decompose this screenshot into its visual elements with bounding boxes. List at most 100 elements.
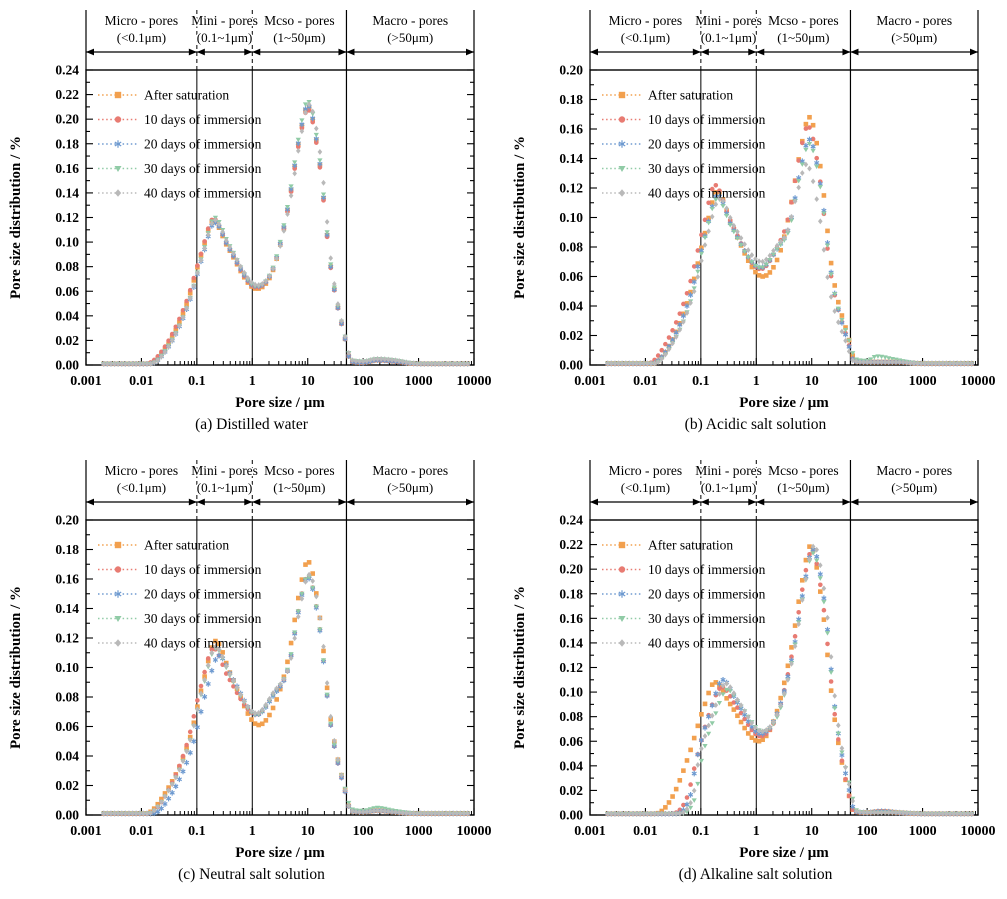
legend-label: 10 days of immersion (648, 562, 766, 577)
y-tick-label: 0.10 (55, 235, 79, 250)
panel-a: Micro - pores (<0.1μm) Mini - pores (0.1~1μ… (0, 0, 503, 449)
chart-d: Micro - pores (<0.1μm) Mini - pores (0.1~1μ… (512, 460, 996, 861)
y-tick-label: 0.22 (55, 87, 79, 102)
x-tick-label: 1 (249, 824, 256, 839)
y-tick-label: 0.00 (55, 808, 79, 823)
plot-d: Micro - pores (<0.1μm) Mini - pores (0.1~1μ… (512, 460, 996, 861)
x-tick-label: 0.001 (70, 374, 102, 389)
y-tick-label: 0.20 (55, 112, 79, 127)
y-tick-label: 0.06 (559, 269, 583, 284)
x-tick-label: 0.001 (70, 824, 102, 839)
legend-label: 20 days of immersion (648, 587, 766, 602)
pore-zone-annotation: Micro - pores (<0.1μm) Mini - pores (0.1~1μ… (589, 460, 979, 815)
legend-label: 40 days of immersion (648, 636, 766, 651)
x-tick-label: 10000 (961, 824, 996, 839)
caption-b: (b) Acidic salt solution (684, 416, 827, 433)
y-tick-label: 0.20 (559, 63, 583, 78)
y-tick-label: 0.08 (55, 259, 79, 274)
x-tick-label: 1 (249, 374, 256, 389)
x-tick-label: 10 (805, 824, 819, 839)
y-tick-label: 0.12 (55, 631, 79, 646)
x-tick-label: 0.1 (188, 824, 206, 839)
zone-range: (1~50μm) (777, 30, 829, 45)
y-tick-label: 0.16 (55, 572, 79, 587)
y-tick-label: 0.02 (559, 328, 583, 343)
y-tick-label: 0.20 (559, 562, 583, 577)
y-tick-label: 0.00 (559, 808, 583, 823)
x-axis: 0.001 0.01 0.1 1 10 100 1000 10000 (574, 358, 996, 389)
x-tick-label: 100 (857, 824, 878, 839)
legend-label: After saturation (144, 88, 229, 103)
zone-range: (0.1~1μm) (197, 30, 253, 45)
zone-range: (0.1~1μm) (701, 30, 757, 45)
y-axis: 0.00 0.02 0.04 0.06 0.08 0.10 0.12 0.14 0.16 0.18… (55, 513, 474, 823)
zone-name: Micro - pores (609, 13, 682, 28)
y-tick-label: 0.00 (559, 358, 583, 373)
panel-b: Micro - pores (<0.1μm) Mini - pores (0.1~1μ… (504, 0, 1007, 449)
y-tick-label: 0.14 (559, 151, 583, 166)
x-axis-title: Pore size / μm (235, 395, 325, 411)
zone-range: (<0.1μm) (117, 480, 166, 495)
x-tick-label: 10000 (457, 374, 492, 389)
x-tick-label: 10 (301, 824, 315, 839)
y-axis-title: Pore size distribution / % (8, 586, 24, 749)
zone-name: Mcso - pores (264, 463, 335, 478)
y-tick-label: 0.14 (559, 635, 583, 650)
zone-range: (1~50μm) (777, 480, 829, 495)
legend: After saturation 10 days of immersion 20 d… (602, 88, 766, 201)
y-tick-label: 0.04 (55, 749, 79, 764)
y-tick-label: 0.02 (55, 333, 79, 348)
pore-zone-annotation: Micro - pores (<0.1μm) Mini - pores (0.1~1μ… (85, 460, 475, 815)
y-tick-label: 0.04 (559, 299, 583, 314)
y-tick-label: 0.16 (55, 161, 79, 176)
series-40-days-of-immersion (605, 543, 974, 817)
legend-label: 30 days of immersion (648, 611, 766, 626)
y-tick-label: 0.10 (559, 685, 583, 700)
y-tick-label: 0.08 (55, 690, 79, 705)
legend-label: After saturation (144, 538, 229, 553)
x-tick-label: 0.1 (188, 374, 206, 389)
zone-range: (>50μm) (387, 480, 433, 495)
zone-range: (>50μm) (387, 30, 433, 45)
y-tick-label: 0.04 (559, 758, 583, 773)
y-tick-label: 0.18 (559, 586, 583, 601)
y-tick-label: 0.06 (55, 719, 79, 734)
zone-name: Macro - pores (876, 13, 952, 28)
panel-c: Micro - pores (<0.1μm) Mini - pores (0.1~1μ… (0, 450, 503, 899)
x-tick-label: 0.1 (692, 824, 710, 839)
x-axis-title: Pore size / μm (739, 845, 829, 861)
legend-label: 30 days of immersion (144, 611, 262, 626)
x-tick-label: 10000 (961, 374, 996, 389)
x-axis-title: Pore size / μm (235, 845, 325, 861)
x-tick-label: 0.1 (692, 374, 710, 389)
legend-label: 30 days of immersion (144, 161, 262, 176)
y-tick-label: 0.10 (55, 660, 79, 675)
x-tick-label: 100 (353, 374, 374, 389)
zone-name: Micro - pores (609, 463, 682, 478)
zone-name: Mini - pores (695, 13, 762, 28)
x-tick-label: 0.01 (633, 374, 658, 389)
zone-name: Macro - pores (876, 463, 952, 478)
zone-name: Micro - pores (105, 13, 178, 28)
plot-a: Micro - pores (<0.1μm) Mini - pores (0.1~1μ… (8, 10, 492, 411)
zone-name: Mcso - pores (768, 463, 839, 478)
y-tick-label: 0.12 (559, 660, 583, 675)
zone-range: (0.1~1μm) (197, 480, 253, 495)
y-tick-label: 0.12 (559, 181, 583, 196)
y-tick-label: 0.06 (559, 734, 583, 749)
caption-c: (c) Neutral salt solution (178, 866, 325, 883)
zone-name: Micro - pores (105, 463, 178, 478)
x-tick-label: 1000 (909, 374, 937, 389)
legend: After saturation 10 days of immersion 20 d… (98, 538, 262, 651)
x-tick-label: 0.01 (129, 824, 154, 839)
x-tick-label: 0.01 (129, 374, 154, 389)
legend-label: 40 days of immersion (144, 186, 262, 201)
y-axis: 0.00 0.02 0.04 0.06 0.08 0.10 0.12 0.14 0.16 0.18… (559, 513, 978, 823)
x-tick-label: 100 (353, 824, 374, 839)
y-tick-label: 0.12 (55, 210, 79, 225)
chart-a: Micro - pores (<0.1μm) Mini - pores (0.1~1μ… (8, 10, 492, 411)
y-axis-title: Pore size distribution / % (512, 136, 528, 299)
legend-label: 10 days of immersion (648, 112, 766, 127)
legend: After saturation 10 days of immersion 20 d… (602, 538, 766, 651)
